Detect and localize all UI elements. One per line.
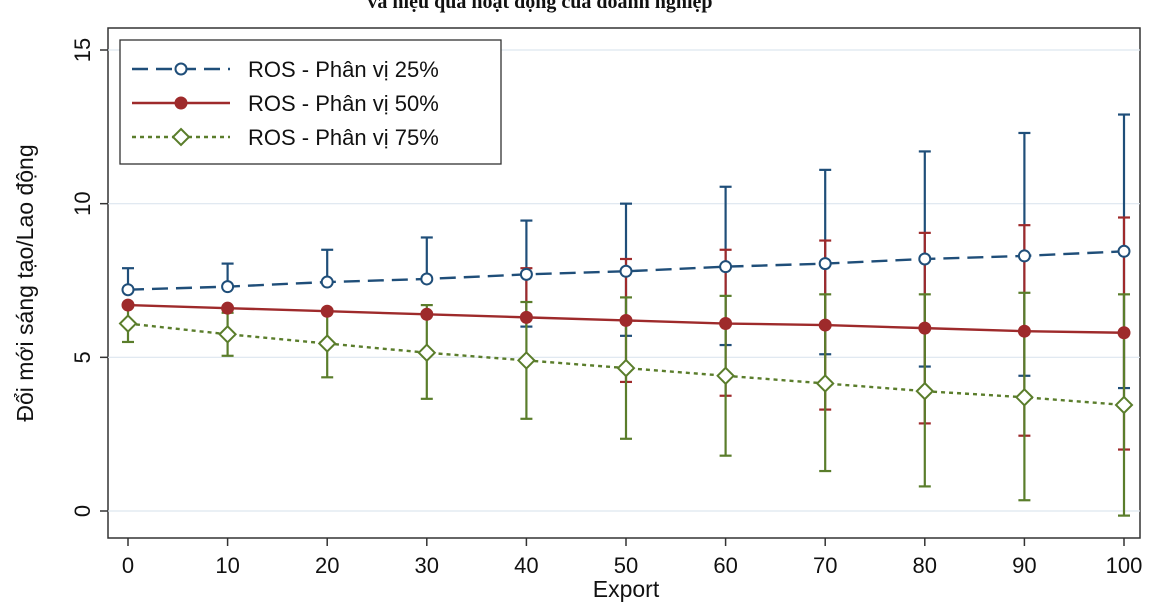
series-line-3 (127, 322, 1125, 407)
y-tick-label: 0 (70, 505, 95, 517)
data-point (1114, 395, 1134, 415)
legend-label: ROS - Phân vị 25% (248, 57, 439, 82)
x-axis-ticks: 0 10 20 30 40 50 60 70 80 90 100 (122, 538, 1142, 578)
x-tick-label: 70 (813, 553, 837, 578)
data-point (619, 264, 633, 278)
data-point (1014, 387, 1034, 407)
data-point (915, 381, 935, 401)
data-point (1117, 326, 1131, 340)
data-point (320, 304, 334, 318)
data-point (121, 283, 135, 297)
data-point (918, 252, 932, 266)
data-point (516, 350, 536, 370)
data-point (417, 343, 437, 363)
legend: ROS - Phân vị 25% ROS - Phân vị 50% ROS - … (119, 39, 502, 165)
data-point (174, 62, 188, 76)
data-point (221, 280, 235, 294)
data-point (118, 314, 138, 333)
x-tick-label: 20 (315, 553, 339, 578)
x-tick-label: 10 (215, 553, 239, 578)
legend-label: ROS - Phân vị 50% (248, 91, 439, 116)
data-point (716, 366, 736, 386)
data-point (218, 324, 238, 344)
x-tick-label: 60 (713, 553, 737, 578)
data-point (171, 127, 191, 147)
data-point (420, 307, 434, 321)
data-point (1017, 324, 1031, 338)
data-point (1117, 244, 1131, 258)
x-axis-label: Export (593, 576, 660, 602)
data-point (818, 257, 832, 271)
y-axis-label: Đổi mới sáng tạo/Lao động (12, 144, 38, 421)
x-tick-label: 80 (913, 553, 937, 578)
data-point (719, 317, 733, 331)
data-point (174, 96, 188, 110)
data-point (616, 358, 636, 378)
data-point (1017, 249, 1031, 263)
x-tick-label: 30 (415, 553, 439, 578)
y-axis-ticks: 0 5 10 15 (70, 38, 108, 517)
data-point (815, 374, 835, 393)
data-point (619, 313, 633, 327)
x-tick-label: 40 (514, 553, 538, 578)
series-line-1 (127, 250, 1125, 291)
data-point (519, 310, 533, 324)
legend-label: ROS - Phân vị 75% (248, 125, 439, 150)
chart-title: và hiệu quả hoạt động của doanh nghiệp (367, 0, 712, 13)
y-tick-label: 5 (70, 351, 95, 363)
x-tick-label: 50 (614, 553, 638, 578)
x-tick-label: 100 (1106, 553, 1143, 578)
data-point (420, 272, 434, 286)
series-markers (118, 244, 1134, 415)
x-tick-label: 90 (1012, 553, 1036, 578)
y-tick-label: 10 (70, 191, 95, 215)
data-point (221, 301, 235, 315)
x-tick-label: 0 (122, 553, 134, 578)
data-point (719, 260, 733, 274)
data-point (121, 298, 135, 312)
data-point (519, 267, 533, 281)
data-point (317, 334, 337, 353)
data-point (818, 318, 832, 332)
y-tick-label: 15 (70, 38, 95, 62)
data-point (918, 321, 932, 335)
data-point (320, 275, 334, 289)
